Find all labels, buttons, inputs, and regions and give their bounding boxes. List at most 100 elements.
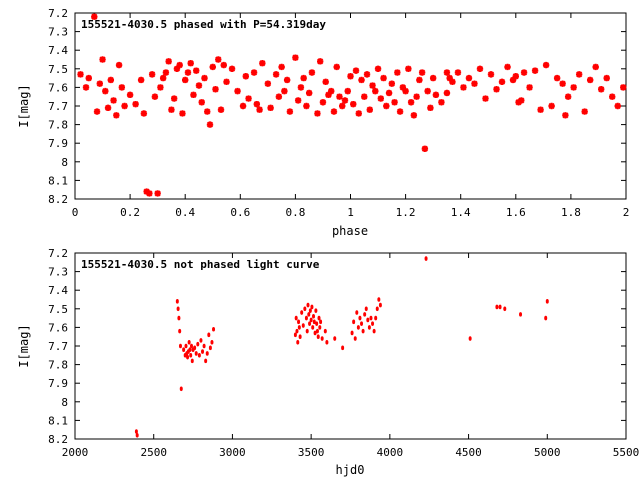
data-point bbox=[297, 325, 301, 330]
data-point bbox=[319, 319, 323, 325]
x-tick-label: 4000 bbox=[377, 446, 404, 459]
data-point bbox=[429, 74, 437, 82]
data-point bbox=[134, 429, 138, 434]
data-point bbox=[308, 69, 316, 76]
data-point bbox=[206, 121, 214, 128]
data-point bbox=[586, 76, 594, 84]
data-point bbox=[178, 328, 182, 334]
data-point bbox=[347, 73, 354, 80]
data-point bbox=[272, 71, 280, 78]
x-tick-label: 2000 bbox=[62, 446, 89, 459]
data-point bbox=[575, 71, 583, 78]
y-tick-label: 7.8 bbox=[48, 119, 68, 132]
data-point bbox=[303, 102, 310, 110]
data-point bbox=[165, 58, 172, 65]
data-point bbox=[325, 91, 332, 99]
data-point bbox=[104, 104, 112, 112]
data-point bbox=[432, 91, 440, 99]
data-point bbox=[239, 102, 247, 110]
data-point bbox=[468, 336, 472, 341]
data-point bbox=[121, 102, 128, 110]
data-point bbox=[267, 104, 274, 112]
data-point bbox=[310, 304, 314, 310]
data-point bbox=[374, 65, 382, 72]
data-point bbox=[519, 312, 523, 317]
data-point bbox=[495, 304, 499, 310]
data-point bbox=[418, 69, 426, 76]
data-point bbox=[438, 99, 445, 106]
data-point bbox=[424, 256, 428, 261]
data-point bbox=[182, 76, 189, 84]
data-point bbox=[311, 325, 315, 330]
data-point bbox=[333, 336, 337, 341]
data-point bbox=[562, 112, 569, 119]
data-point bbox=[394, 69, 401, 76]
data-point bbox=[315, 328, 319, 334]
x-tick-label: 0.8 bbox=[285, 206, 305, 219]
data-point bbox=[132, 100, 139, 108]
data-point bbox=[186, 354, 190, 360]
data-point bbox=[314, 308, 318, 313]
data-point bbox=[531, 67, 539, 74]
data-point bbox=[168, 106, 175, 113]
y-tick-label: 8.2 bbox=[48, 193, 68, 206]
data-point bbox=[375, 306, 379, 312]
data-point bbox=[297, 319, 301, 325]
x-axis-title: hjd0 bbox=[336, 463, 365, 477]
data-point bbox=[443, 69, 451, 76]
x-tick-label: 3000 bbox=[219, 446, 246, 459]
data-point bbox=[205, 351, 209, 356]
data-point bbox=[336, 93, 343, 100]
data-point bbox=[207, 332, 211, 338]
data-point bbox=[344, 87, 351, 95]
y-tick-label: 8.2 bbox=[48, 433, 68, 446]
data-point bbox=[93, 108, 101, 115]
y-tick-label: 7.6 bbox=[48, 321, 68, 334]
x-tick-label: 3500 bbox=[298, 446, 325, 459]
y-axis-title: I[mag] bbox=[17, 84, 31, 127]
data-point bbox=[537, 106, 544, 113]
data-point bbox=[159, 74, 167, 82]
data-point bbox=[301, 323, 305, 328]
data-point bbox=[151, 93, 159, 100]
phased-light-curve-panel: 7.27.37.47.57.67.77.87.988.18.2 0 0.2 0.4 0… bbox=[17, 7, 629, 238]
y-tick-label: 7.3 bbox=[48, 266, 68, 279]
data-point bbox=[388, 80, 396, 87]
data-point bbox=[350, 100, 357, 108]
data-point bbox=[363, 312, 367, 317]
data-point bbox=[193, 67, 200, 74]
data-point bbox=[190, 358, 194, 364]
data-point bbox=[377, 95, 385, 102]
data-point bbox=[518, 97, 525, 104]
data-point bbox=[212, 326, 216, 332]
data-point bbox=[188, 347, 192, 353]
x-tick-label: 0.6 bbox=[230, 206, 250, 219]
data-point bbox=[148, 71, 156, 78]
data-point bbox=[187, 60, 194, 67]
data-point bbox=[126, 91, 134, 99]
data-point bbox=[325, 339, 329, 345]
data-point bbox=[355, 310, 359, 315]
data-point bbox=[173, 65, 181, 72]
data-point bbox=[372, 328, 376, 334]
data-point bbox=[367, 325, 371, 330]
y-axis-title: I[mag] bbox=[17, 324, 31, 367]
data-point bbox=[300, 310, 304, 315]
data-point bbox=[526, 84, 533, 91]
data-point bbox=[323, 328, 327, 334]
data-point bbox=[77, 71, 84, 78]
data-point bbox=[102, 87, 109, 95]
data-point bbox=[286, 108, 294, 115]
y-tick-label: 8 bbox=[61, 156, 68, 169]
data-point bbox=[295, 328, 299, 334]
y-tick-label: 7.7 bbox=[48, 100, 68, 113]
data-point bbox=[162, 69, 170, 76]
y-ticks: 7.2 7.3 7.4 7.5 7.6 7.7 7.8 7.9 8 8.1 8.2 bbox=[48, 7, 626, 206]
data-point bbox=[509, 76, 517, 84]
data-point bbox=[96, 80, 103, 87]
data-point bbox=[416, 76, 423, 84]
data-point bbox=[544, 315, 548, 321]
y-tick-label: 7.8 bbox=[48, 359, 68, 372]
data-point bbox=[202, 343, 206, 349]
